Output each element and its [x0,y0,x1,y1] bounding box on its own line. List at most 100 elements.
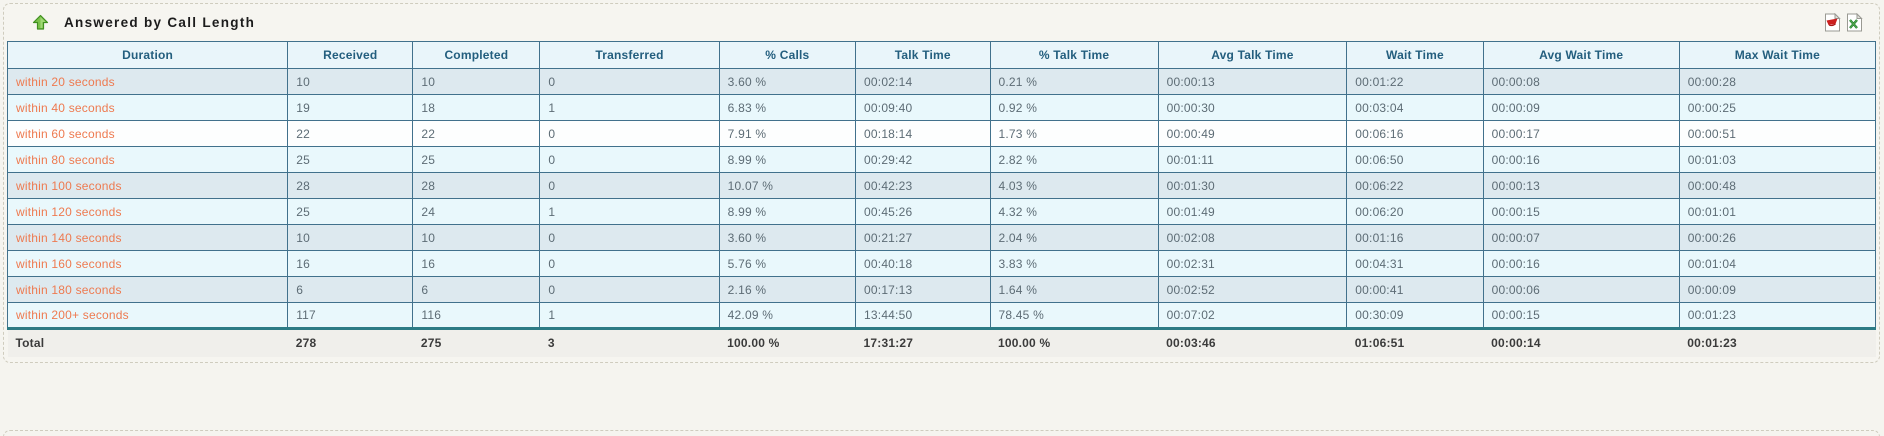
value-cell: 22 [287,120,414,147]
total-value-cell: 100.00 % [719,328,856,357]
report-table-footer: Total 278 275 3 100.00 % 17:31:27 100.00 % 00:0… [7,328,1876,357]
value-cell: 00:00:06 [1482,276,1680,303]
value-cell: 0 [539,276,720,303]
value-cell: 1.73 % [989,120,1159,147]
value-cell: 00:00:09 [1482,94,1680,121]
value-cell: 00:01:11 [1157,146,1348,173]
value-cell: 00:06:20 [1346,198,1484,225]
table-row: within 40 seconds 19 18 1 6.83 % 00:09:40 0.92… [6,94,1877,121]
value-cell: 24 [412,198,541,225]
value-cell: 00:01:03 [1678,146,1877,173]
value-cell: 00:07:02 [1157,302,1348,330]
duration-cell: within 180 seconds [6,276,289,303]
total-value-cell: 01:06:51 [1346,328,1484,357]
value-cell: 00:00:17 [1482,120,1680,147]
value-cell: 22 [412,120,541,147]
value-cell: 00:00:16 [1482,250,1680,277]
value-cell: 00:04:31 [1346,250,1484,277]
widget-title: Answered by Call Length [64,15,256,30]
value-cell: 0.21 % [989,68,1159,95]
value-cell: 0 [539,146,720,173]
call-length-report-table: Duration Received Completed Transferred% Ca… [6,41,1877,357]
column-header-transferred: Transferred [539,41,720,69]
value-cell: 78.45 % [989,302,1159,330]
total-value-cell: 00:01:23 [1679,328,1876,357]
value-cell: 00:45:26 [855,198,991,225]
table-row: within 140 seconds 10 10 0 3.60 % 00:21:27 2.0… [6,224,1877,251]
value-cell: 00:29:42 [855,146,991,173]
value-cell: 00:00:07 [1482,224,1680,251]
report-table-body: within 20 seconds 10 10 0 3.60 % 00:02:14 0.21… [6,68,1877,330]
table-row: within 80 seconds 25 25 0 8.99 % 00:29:42 2.82… [6,146,1877,173]
header-row: Duration Received Completed Transferred% Ca… [6,41,1877,69]
value-cell: 00:30:09 [1346,302,1484,330]
column-header-completed: Completed [412,41,541,69]
value-cell: 8.99 % [718,198,857,225]
value-cell: 5.76 % [718,250,857,277]
widget-title-group: Answered by Call Length [32,14,255,31]
value-cell: 0 [539,120,720,147]
value-cell: 00:02:14 [855,68,991,95]
report-table-header: Duration Received Completed Transferred% Ca… [6,41,1877,69]
total-value-cell: 00:00:14 [1483,328,1680,357]
value-cell: 3.83 % [989,250,1159,277]
value-cell: 19 [287,94,414,121]
value-cell: 16 [287,250,414,277]
duration-cell: within 140 seconds [6,224,289,251]
value-cell: 00:17:13 [855,276,991,303]
value-cell: 00:00:16 [1482,146,1680,173]
value-cell: 00:18:14 [855,120,991,147]
value-cell: 25 [412,146,541,173]
total-value-cell: 100.00 % [990,328,1159,357]
column-header-max-wait-time: Max Wait Time [1678,41,1877,69]
duration-cell: within 20 seconds [6,68,289,95]
value-cell: 6 [412,276,541,303]
value-cell: 1 [539,302,720,330]
collapse-section-up-arrow-icon[interactable] [32,14,49,31]
total-row: Total 278 275 3 100.00 % 17:31:27 100.00 % 00:0… [7,328,1876,357]
export-pdf-icon[interactable] [1824,12,1841,32]
total-value-cell: 278 [287,328,413,357]
duration-cell: within 120 seconds [6,198,289,225]
duration-cell: within 100 seconds [6,172,289,199]
value-cell: 00:06:22 [1346,172,1484,199]
value-cell: 00:00:26 [1678,224,1877,251]
value-cell: 00:00:51 [1678,120,1877,147]
value-cell: 2.16 % [718,276,857,303]
value-cell: 00:00:30 [1157,94,1348,121]
duration-cell: within 160 seconds [6,250,289,277]
value-cell: 28 [412,172,541,199]
column-header-calls: % Calls [718,41,857,69]
column-header-avg-talk-time: Avg Talk Time [1157,41,1348,69]
value-cell: 00:00:28 [1678,68,1877,95]
value-cell: 00:01:23 [1678,302,1877,330]
value-cell: 0 [539,68,720,95]
value-cell: 6.83 % [718,94,857,121]
value-cell: 00:21:27 [855,224,991,251]
export-excel-icon[interactable] [1846,12,1863,32]
value-cell: 00:40:18 [855,250,991,277]
value-cell: 00:01:22 [1346,68,1484,95]
table-row: within 60 seconds 22 22 0 7.91 % 00:18:14 1.73… [6,120,1877,147]
value-cell: 4.32 % [989,198,1159,225]
value-cell: 0 [539,172,720,199]
value-cell: 00:03:04 [1346,94,1484,121]
total-value-cell: 00:03:46 [1158,328,1347,357]
value-cell: 4.03 % [989,172,1159,199]
column-header-wait-time: Wait Time [1346,41,1484,69]
column-header-avg-wait-time: Avg Wait Time [1482,41,1680,69]
value-cell: 0 [539,250,720,277]
value-cell: 1 [539,94,720,121]
value-cell: 2.04 % [989,224,1159,251]
value-cell: 00:00:48 [1678,172,1877,199]
duration-cell: within 80 seconds [6,146,289,173]
value-cell: 0 [539,224,720,251]
total-value-cell: 275 [412,328,540,357]
value-cell: 00:06:50 [1346,146,1484,173]
value-cell: 16 [412,250,541,277]
value-cell: 00:02:31 [1157,250,1348,277]
value-cell: 00:00:49 [1157,120,1348,147]
value-cell: 00:42:23 [855,172,991,199]
column-header-received: Received [287,41,414,69]
